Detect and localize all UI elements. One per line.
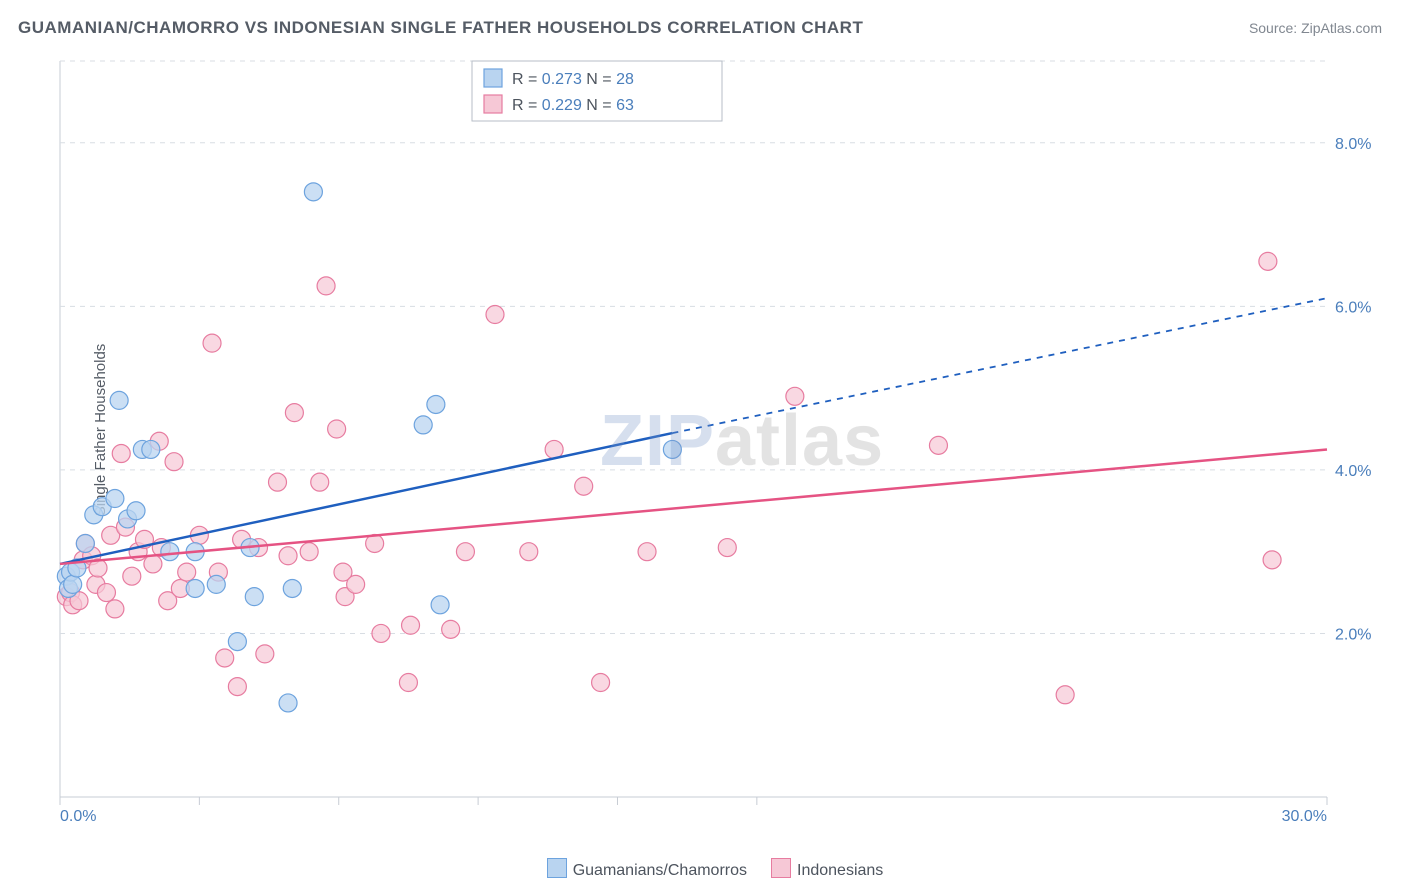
data-point — [347, 575, 365, 593]
data-point — [427, 395, 445, 413]
x-tick-label: 30.0% — [1282, 808, 1327, 825]
y-tick-label: 6.0% — [1335, 299, 1371, 316]
legend-swatch — [547, 858, 567, 878]
y-tick-label: 2.0% — [1335, 626, 1371, 643]
trend-line-extension — [672, 298, 1327, 433]
data-point — [592, 674, 610, 692]
trend-line — [60, 449, 1327, 563]
data-point — [399, 674, 417, 692]
data-point — [328, 420, 346, 438]
data-point — [486, 306, 504, 324]
data-point — [663, 440, 681, 458]
data-point — [431, 596, 449, 614]
data-point — [414, 416, 432, 434]
scatter-plot: 2.0% 4.0% 6.0% 8.0% 0.0% 30.0% R = 0.273 N = 2… — [52, 55, 1382, 825]
data-point — [520, 543, 538, 561]
data-point — [127, 502, 145, 520]
data-point — [317, 277, 335, 295]
data-point — [186, 579, 204, 597]
data-point — [786, 387, 804, 405]
data-point — [112, 445, 130, 463]
data-point — [575, 477, 593, 495]
data-point — [269, 473, 287, 491]
legend-swatch — [771, 858, 791, 878]
legend-stats: R = 0.229 N = 63 — [512, 97, 634, 114]
data-point — [142, 440, 160, 458]
data-point — [1056, 686, 1074, 704]
y-tick-label: 8.0% — [1335, 136, 1371, 153]
data-point — [456, 543, 474, 561]
data-point — [106, 600, 124, 618]
data-point — [203, 334, 221, 352]
data-point — [402, 616, 420, 634]
legend-stats: R = 0.273 N = 28 — [512, 71, 634, 88]
data-point — [228, 633, 246, 651]
data-point — [178, 563, 196, 581]
x-tick-label: 0.0% — [60, 808, 96, 825]
data-point — [97, 584, 115, 602]
data-point — [1263, 551, 1281, 569]
data-point — [311, 473, 329, 491]
data-point — [207, 575, 225, 593]
data-point — [718, 539, 736, 557]
data-point — [256, 645, 274, 663]
data-point — [144, 555, 162, 573]
data-point — [638, 543, 656, 561]
data-point — [285, 404, 303, 422]
chart-container: GUAMANIAN/CHAMORRO VS INDONESIAN SINGLE … — [0, 0, 1406, 892]
data-point — [165, 453, 183, 471]
data-point — [245, 588, 263, 606]
data-point — [300, 543, 318, 561]
data-point — [123, 567, 141, 585]
data-point — [304, 183, 322, 201]
chart-title: GUAMANIAN/CHAMORRO VS INDONESIAN SINGLE … — [18, 18, 863, 38]
data-point — [216, 649, 234, 667]
data-point — [929, 436, 947, 454]
data-point — [372, 624, 390, 642]
data-point — [442, 620, 460, 638]
data-point — [279, 547, 297, 565]
data-point — [64, 575, 82, 593]
data-point — [76, 534, 94, 552]
legend-swatch — [484, 95, 502, 113]
data-point — [228, 678, 246, 696]
bottom-legend: Guamanians/Chamorros Indonesians — [0, 858, 1406, 880]
data-point — [283, 579, 301, 597]
legend-swatch — [484, 69, 502, 87]
y-tick-label: 4.0% — [1335, 463, 1371, 480]
data-point — [279, 694, 297, 712]
data-point — [1259, 252, 1277, 270]
legend-label: Indonesians — [797, 862, 883, 879]
legend-label: Guamanians/Chamorros — [573, 862, 747, 879]
data-point — [106, 490, 124, 508]
source-attribution: Source: ZipAtlas.com — [1249, 20, 1382, 36]
data-point — [110, 391, 128, 409]
correlation-legend: R = 0.273 N = 28 R = 0.229 N = 63 — [472, 61, 722, 121]
data-point — [161, 543, 179, 561]
